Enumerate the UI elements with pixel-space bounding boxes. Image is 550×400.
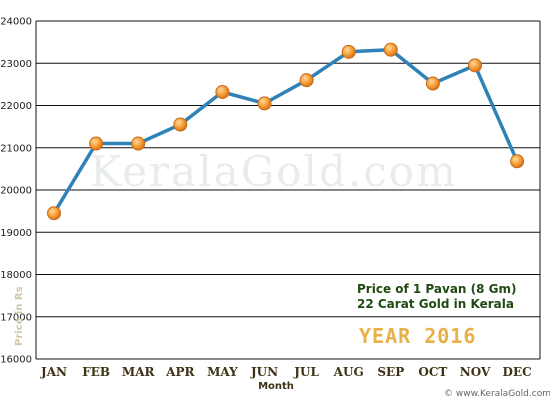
data-point	[215, 84, 230, 99]
y-tick-label: 24000	[0, 17, 32, 28]
data-point	[510, 154, 525, 169]
y-axis-title: Price in Rs	[14, 286, 25, 346]
x-tick-label: APR	[165, 365, 195, 379]
y-tick-label: 21000	[0, 143, 32, 154]
data-point	[257, 96, 272, 111]
y-tick-label: 16000	[0, 355, 32, 366]
y-tick-label: 19000	[0, 228, 32, 239]
x-tick-label: SEP	[377, 365, 404, 379]
x-tick-label: OCT	[418, 365, 447, 379]
y-tick-label: 17000	[0, 312, 32, 323]
x-tick-label: MAR	[122, 365, 156, 379]
data-point	[341, 44, 356, 59]
data-point	[173, 117, 188, 132]
y-tick-label: 20000	[0, 186, 32, 197]
x-tick-label: JAN	[40, 365, 67, 379]
y-tick-label: 23000	[0, 59, 32, 70]
x-tick-label: JUN	[250, 365, 278, 379]
x-tick-label: AUG	[333, 365, 364, 379]
x-tick-label: FEB	[82, 365, 110, 379]
x-axis-title: Month	[258, 381, 294, 392]
year-label: YEAR 2016	[359, 324, 476, 348]
data-point	[89, 136, 104, 151]
data-point	[131, 136, 146, 151]
data-point	[47, 206, 61, 221]
x-tick-label: MAY	[207, 365, 238, 379]
x-tick-label: NOV	[460, 365, 491, 379]
watermark: KeralaGold.com	[90, 147, 458, 196]
legend-line-1: Price of 1 Pavan (8 Gm)	[357, 282, 517, 296]
data-point	[383, 42, 398, 57]
y-tick-label: 22000	[0, 101, 32, 112]
series-line	[52, 47, 519, 215]
data-point	[468, 58, 482, 73]
legend-line-2: 22 Carat Gold in Kerala	[357, 297, 514, 311]
x-tick-label: JUL	[293, 365, 319, 379]
data-point	[299, 73, 314, 88]
y-tick-label: 18000	[0, 270, 32, 281]
x-tick-label: DEC	[503, 365, 532, 379]
footer-credit: © www.KeralaGold.com	[444, 389, 550, 399]
data-point	[425, 76, 440, 91]
